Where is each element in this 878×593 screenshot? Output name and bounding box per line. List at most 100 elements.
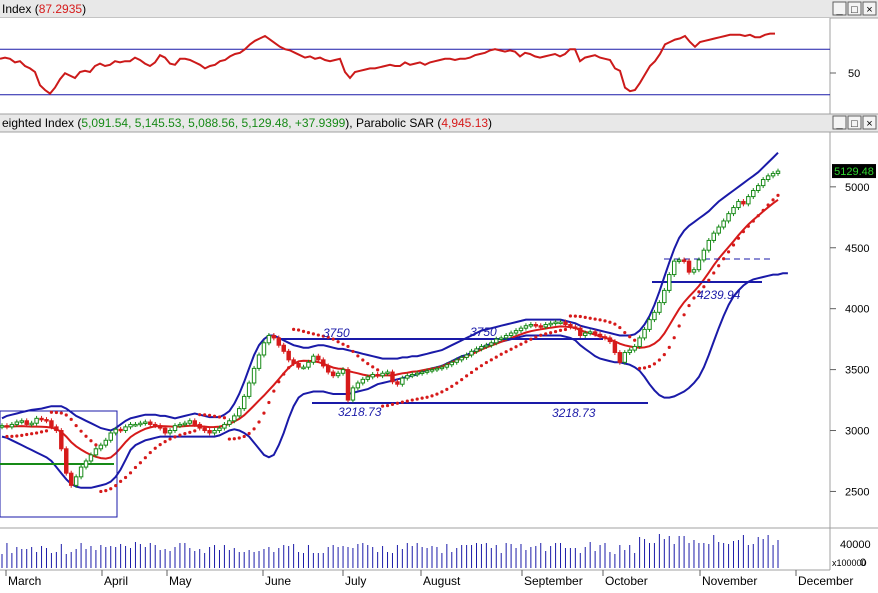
candle-132 bbox=[652, 309, 657, 323]
sar-dot-52 bbox=[257, 420, 261, 424]
candle-body-75 bbox=[370, 373, 375, 378]
candle-73 bbox=[360, 376, 366, 386]
sar-dot-131 bbox=[647, 364, 652, 369]
candle-69 bbox=[340, 367, 346, 376]
candle-body-34 bbox=[167, 430, 173, 434]
candle-body-116 bbox=[573, 326, 578, 329]
candle-98 bbox=[484, 342, 489, 349]
price-panel: eighted Index (5,091.54, 5,145.53, 5,088… bbox=[0, 113, 878, 528]
sar-dot-102 bbox=[504, 350, 508, 354]
candle-117 bbox=[578, 325, 583, 338]
sar-dot-113 bbox=[558, 328, 563, 333]
candle-47 bbox=[232, 413, 237, 424]
candle-body-109 bbox=[538, 325, 543, 328]
price-maximize-icon: □ bbox=[851, 118, 858, 130]
sar-dot-148 bbox=[731, 243, 736, 247]
rsi-minimize-button[interactable]: _ bbox=[832, 1, 847, 16]
sar-dot-67 bbox=[331, 337, 335, 341]
candle-92 bbox=[454, 357, 459, 365]
candle-body-122 bbox=[602, 336, 608, 339]
candle-9 bbox=[44, 417, 49, 424]
candle-body-130 bbox=[642, 328, 647, 339]
sar-dot-22 bbox=[109, 487, 113, 491]
sar-dot-85 bbox=[420, 396, 424, 400]
sar-dot-65 bbox=[321, 334, 325, 338]
candle-body-97 bbox=[479, 345, 484, 350]
candle-56 bbox=[276, 335, 282, 348]
candle-body-131 bbox=[647, 319, 652, 330]
candle-body-50 bbox=[246, 382, 252, 397]
candle-body-57 bbox=[281, 344, 286, 352]
price-tick-label-2500: 2500 bbox=[845, 486, 869, 498]
sar-dot-122 bbox=[603, 319, 607, 323]
candle-94 bbox=[464, 352, 469, 360]
candle-86 bbox=[424, 368, 430, 375]
candle-body-93 bbox=[459, 356, 464, 361]
sar-dot-78 bbox=[385, 403, 390, 408]
annotation-3750-left: 3750 bbox=[323, 326, 350, 340]
price-close-button[interactable]: × bbox=[862, 115, 877, 130]
candle-81 bbox=[400, 375, 405, 387]
candle-7 bbox=[34, 415, 39, 426]
candle-body-11 bbox=[54, 426, 59, 432]
candle-body-144 bbox=[711, 232, 716, 241]
sar-dot-41 bbox=[203, 413, 207, 417]
price-maximize-button[interactable]: □ bbox=[847, 115, 862, 130]
candle-68 bbox=[335, 370, 341, 379]
sar-dot-29 bbox=[143, 456, 147, 460]
candle-62 bbox=[306, 359, 311, 370]
sar-dot-6 bbox=[30, 432, 34, 436]
rsi-line bbox=[0, 32, 775, 95]
x-tick-label-august: August bbox=[423, 574, 461, 588]
rsi-close-button[interactable]: × bbox=[862, 1, 877, 16]
sar-dot-126 bbox=[623, 330, 627, 335]
candle-body-52 bbox=[256, 354, 262, 369]
rsi-minimize-frame bbox=[832, 1, 847, 16]
sar-dot-155 bbox=[766, 203, 770, 207]
sar-dot-72 bbox=[356, 354, 360, 358]
candle-body-89 bbox=[439, 366, 445, 370]
sar-dot-133 bbox=[657, 358, 661, 362]
sar-dot-35 bbox=[173, 435, 177, 439]
sar-dot-38 bbox=[188, 430, 192, 434]
sar-dot-89 bbox=[440, 390, 444, 394]
sar-dot-16 bbox=[79, 429, 83, 433]
candle-body-132 bbox=[652, 311, 657, 321]
candle-24 bbox=[118, 426, 123, 433]
sar-dot-127 bbox=[628, 335, 632, 339]
candle-body-32 bbox=[157, 425, 163, 429]
sar-dot-61 bbox=[301, 329, 306, 333]
candle-body-104 bbox=[513, 330, 519, 334]
candle-body-46 bbox=[227, 420, 232, 425]
candle-body-72 bbox=[355, 382, 361, 389]
price-minimize-button[interactable]: _ bbox=[832, 115, 847, 130]
candle-body-42 bbox=[207, 430, 212, 434]
candle-141 bbox=[696, 257, 702, 273]
rsi-maximize-button[interactable]: □ bbox=[847, 1, 862, 16]
sar-dot-150 bbox=[741, 229, 746, 234]
price-tick-label-4500: 4500 bbox=[845, 243, 869, 255]
candle-body-126 bbox=[622, 352, 628, 363]
candle-body-117 bbox=[578, 327, 583, 336]
candle-body-49 bbox=[241, 395, 247, 410]
candle-19 bbox=[93, 446, 99, 458]
candle-body-108 bbox=[533, 324, 539, 327]
candle-body-147 bbox=[726, 213, 731, 222]
candle-body-148 bbox=[731, 207, 736, 215]
rsi-minimize-icon: _ bbox=[835, 4, 843, 16]
candle-109 bbox=[538, 323, 543, 330]
candle-body-143 bbox=[706, 239, 712, 251]
candle-157 bbox=[775, 168, 781, 176]
sar-dot-20 bbox=[99, 489, 103, 494]
candle-93 bbox=[459, 354, 464, 363]
candle-body-37 bbox=[182, 422, 188, 426]
sar-dot-39 bbox=[193, 429, 197, 433]
candle-44 bbox=[217, 425, 222, 433]
candle-123 bbox=[607, 335, 613, 345]
candle-38 bbox=[187, 418, 193, 426]
candle-body-90 bbox=[444, 364, 450, 368]
sar-dot-123 bbox=[608, 320, 612, 324]
sar-dot-118 bbox=[583, 315, 587, 319]
sar-dot-26 bbox=[128, 471, 133, 475]
candle-115 bbox=[568, 322, 573, 330]
